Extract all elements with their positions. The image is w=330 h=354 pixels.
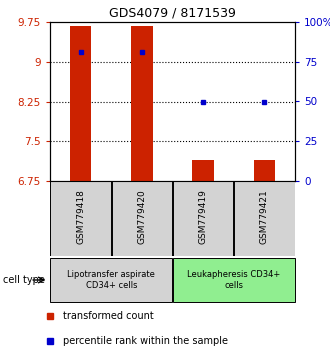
Bar [192,160,214,181]
Bar [70,26,91,181]
Bar [50,181,111,256]
Bar [131,26,152,181]
Bar [50,258,172,302]
Text: GSM779421: GSM779421 [260,190,269,244]
Text: GSM779419: GSM779419 [199,189,208,245]
Text: transformed count: transformed count [63,311,154,321]
Text: GSM779420: GSM779420 [137,190,147,244]
Bar [173,181,233,256]
Bar [254,160,275,181]
Bar [112,181,172,256]
Text: cell type: cell type [3,275,45,285]
Text: percentile rank within the sample: percentile rank within the sample [63,336,228,346]
Bar [234,181,295,256]
Title: GDS4079 / 8171539: GDS4079 / 8171539 [109,6,236,19]
Text: Leukapheresis CD34+
cells: Leukapheresis CD34+ cells [187,270,280,290]
Text: Lipotransfer aspirate
CD34+ cells: Lipotransfer aspirate CD34+ cells [67,270,155,290]
Bar [173,258,295,302]
Text: GSM779418: GSM779418 [76,189,85,245]
